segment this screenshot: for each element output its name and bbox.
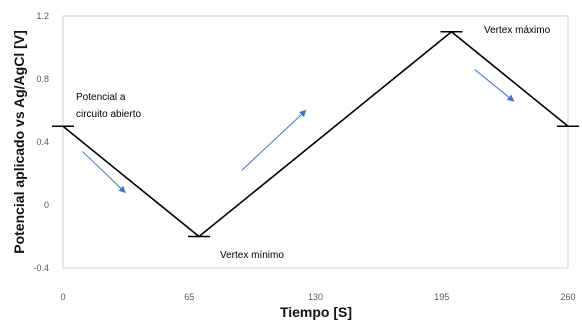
y-ticks: 1.2 0.8 0.4 0 -0.4 — [33, 11, 49, 273]
y-tick-label: -0.4 — [33, 263, 49, 273]
annotation-open-circuit-line2: circuito abierto — [76, 109, 141, 120]
x-tick-label: 65 — [184, 292, 194, 302]
direction-arrow-1 — [241, 109, 307, 171]
direction-arrow-0 — [82, 151, 126, 194]
direction-arrow-2 — [474, 69, 515, 102]
annotation-vertex-max: Vertex máximo — [484, 25, 551, 36]
plot-area — [62, 15, 569, 269]
x-tick-label: 0 — [60, 292, 65, 302]
y-axis-title: Potencial aplicado vs Ag/AgCl [V] — [11, 30, 27, 254]
y-tick-label: 1.2 — [36, 11, 49, 21]
x-ticks: 0 65 130 195 260 — [60, 292, 575, 302]
vertex-markers — [52, 31, 579, 238]
x-axis-title: Tiempo [S] — [280, 304, 352, 320]
y-tick-label: 0.4 — [36, 137, 49, 147]
x-tick-label: 130 — [308, 292, 323, 302]
series-layer — [62, 30, 569, 238]
x-tick-label: 195 — [434, 292, 449, 302]
annotation-vertex-min: Vertex mínimo — [220, 250, 284, 261]
y-tick-label: 0.8 — [36, 74, 49, 84]
annotation-open-circuit-line1: Potencial a — [76, 92, 126, 103]
direction-arrows — [82, 69, 515, 194]
y-tick-label: 0 — [44, 200, 49, 210]
x-tick-label: 260 — [560, 292, 575, 302]
series-line-0 — [62, 30, 569, 238]
